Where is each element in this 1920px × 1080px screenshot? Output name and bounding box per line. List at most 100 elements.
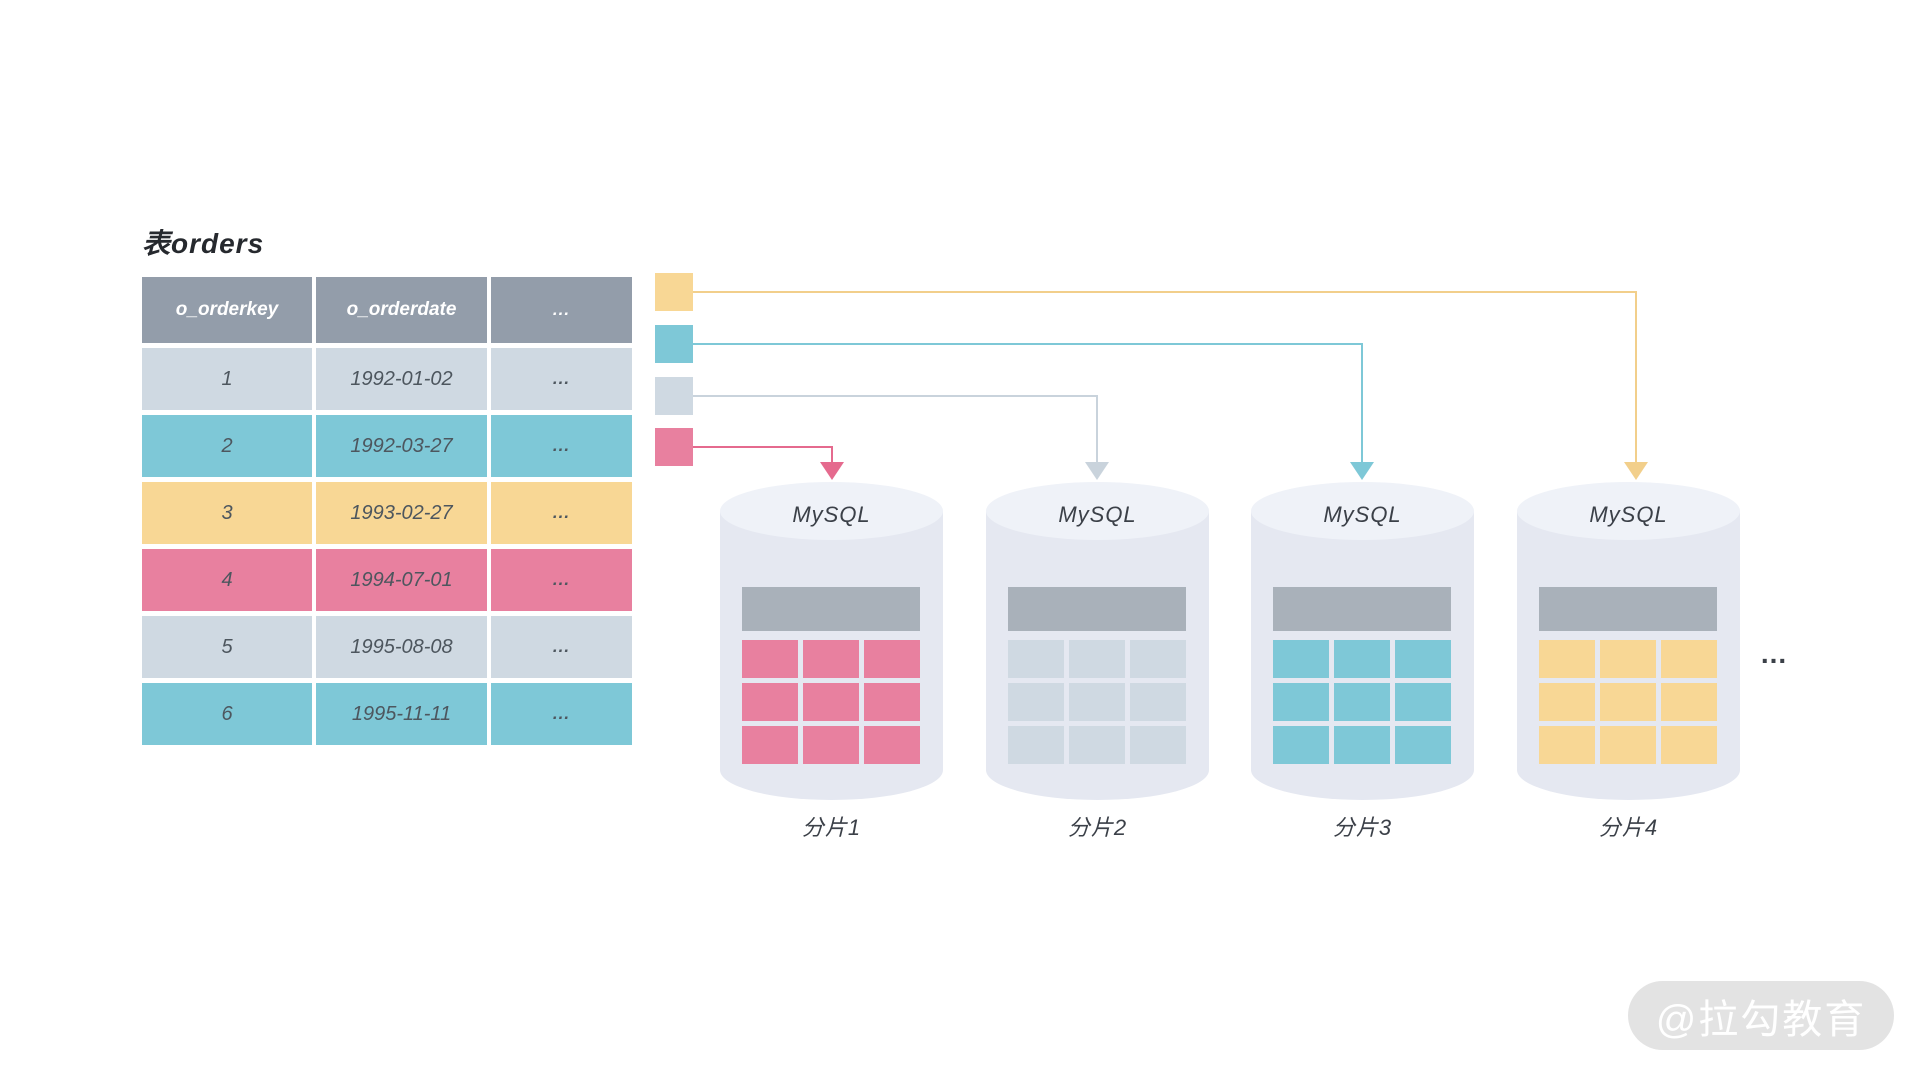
shard-mini-table [1008, 587, 1186, 764]
orderdate-cell: 1995-11-11 [316, 683, 487, 745]
table-title: 表orders [142, 228, 265, 259]
arrowhead-pink [820, 462, 844, 480]
shard-row-cell [1069, 726, 1125, 764]
shard-row-cell [742, 640, 798, 678]
more-cell: ... [491, 549, 632, 611]
shard-row-cell [742, 683, 798, 721]
shard-table-header [1273, 587, 1451, 631]
shard-mini-table [1273, 587, 1451, 764]
shard-row-cell [1539, 683, 1595, 721]
shard-row-cell [1008, 683, 1064, 721]
shard-row-cell [1661, 683, 1717, 721]
orders-table: o_orderkey o_orderdate... 1 1992-01-02... 2 1… [142, 277, 632, 745]
legend-square-lightgray [655, 377, 693, 415]
shard-cylinder: MySQL 分片2 [986, 482, 1209, 842]
connector-line-pink [693, 446, 833, 462]
shard-table-grid [1008, 640, 1186, 764]
shard-row-cell [1539, 640, 1595, 678]
shard-row-cell [1334, 640, 1390, 678]
shard-row-cell [1130, 726, 1186, 764]
shard-name-label: 分片1 [801, 815, 862, 840]
shard-row-cell [1008, 640, 1064, 678]
orderkey-cell: 4 [142, 549, 312, 611]
shard-row-cell [1069, 683, 1125, 721]
more-cell: ... [491, 482, 632, 544]
shard-table-header [1539, 587, 1717, 631]
shard-cylinder: MySQL 分片1 [720, 482, 943, 842]
cylinder-top-ellipse [1251, 482, 1474, 540]
watermark: @拉勾教育 [1628, 981, 1894, 1050]
more-cell: ... [491, 683, 632, 745]
mysql-label: MySQL [1058, 502, 1137, 527]
connector-line-yellow [693, 291, 1637, 462]
shard-table-header [1008, 587, 1186, 631]
orderdate-cell: 1992-03-27 [316, 415, 487, 477]
shard-cylinder: MySQL 分片4 [1517, 482, 1740, 842]
arrowhead-lightgray [1085, 462, 1109, 480]
orderdate-cell: 1992-01-02 [316, 348, 487, 410]
shard-row-cell [1539, 726, 1595, 764]
more-shards-ellipsis: ... [1760, 638, 1788, 669]
cylinder-top-ellipse [720, 482, 943, 540]
shard-row-cell [1008, 726, 1064, 764]
orderkey-cell: 2 [142, 415, 312, 477]
shard-row-cell [803, 683, 859, 721]
shard-table-header [742, 587, 920, 631]
shard-row-cell [1273, 683, 1329, 721]
shard-table-grid [742, 640, 920, 764]
more-cell: ... [491, 348, 632, 410]
cylinder-top-ellipse [986, 482, 1209, 540]
legend-square-teal [655, 325, 693, 363]
shard-row-cell [864, 683, 920, 721]
shard-cylinder: MySQL 分片3 [1251, 482, 1474, 842]
mysql-label: MySQL [1589, 502, 1668, 527]
arrowhead-yellow [1624, 462, 1648, 480]
shard-row-cell [1600, 640, 1656, 678]
more-cell: ... [491, 616, 632, 678]
legend-square-pink [655, 428, 693, 466]
column-header: ... [491, 277, 632, 343]
orderdate-cell: 1995-08-08 [316, 616, 487, 678]
legend-square-yellow [655, 273, 693, 311]
shard-row-cell [742, 726, 798, 764]
shard-row-cell [1395, 683, 1451, 721]
shard-row-cell [1395, 726, 1451, 764]
shard-name-label: 分片2 [1067, 815, 1128, 840]
more-cell: ... [491, 415, 632, 477]
shard-row-cell [1334, 683, 1390, 721]
shard-row-cell [1130, 640, 1186, 678]
shard-row-cell [1600, 683, 1656, 721]
orderkey-cell: 6 [142, 683, 312, 745]
shard-row-cell [1600, 726, 1656, 764]
shard-row-cell [864, 726, 920, 764]
shard-row-cell [1661, 640, 1717, 678]
orderkey-cell: 3 [142, 482, 312, 544]
shard-row-cell [1661, 726, 1717, 764]
orderkey-cell: 1 [142, 348, 312, 410]
shard-name-label: 分片3 [1332, 815, 1393, 840]
shard-row-cell [803, 640, 859, 678]
orderdate-cell: 1994-07-01 [316, 549, 487, 611]
shard-table-grid [1539, 640, 1717, 764]
shard-row-cell [1334, 726, 1390, 764]
orderdate-cell: 1993-02-27 [316, 482, 487, 544]
shard-row-cell [1069, 640, 1125, 678]
column-header: o_orderdate [316, 277, 487, 343]
orderkey-cell: 5 [142, 616, 312, 678]
mysql-label: MySQL [1323, 502, 1402, 527]
shard-table-grid [1273, 640, 1451, 764]
shard-row-cell [1130, 683, 1186, 721]
shard-name-label: 分片4 [1598, 815, 1659, 840]
mysql-label: MySQL [792, 502, 871, 527]
shard-mini-table [1539, 587, 1717, 764]
column-header: o_orderkey [142, 277, 312, 343]
shard-row-cell [1273, 640, 1329, 678]
shard-mini-table [742, 587, 920, 764]
shard-row-cell [1273, 726, 1329, 764]
connector-line-lightgray [693, 395, 1098, 462]
cylinder-top-ellipse [1517, 482, 1740, 540]
connector-line-teal [693, 343, 1363, 462]
shard-row-cell [803, 726, 859, 764]
arrowhead-teal [1350, 462, 1374, 480]
